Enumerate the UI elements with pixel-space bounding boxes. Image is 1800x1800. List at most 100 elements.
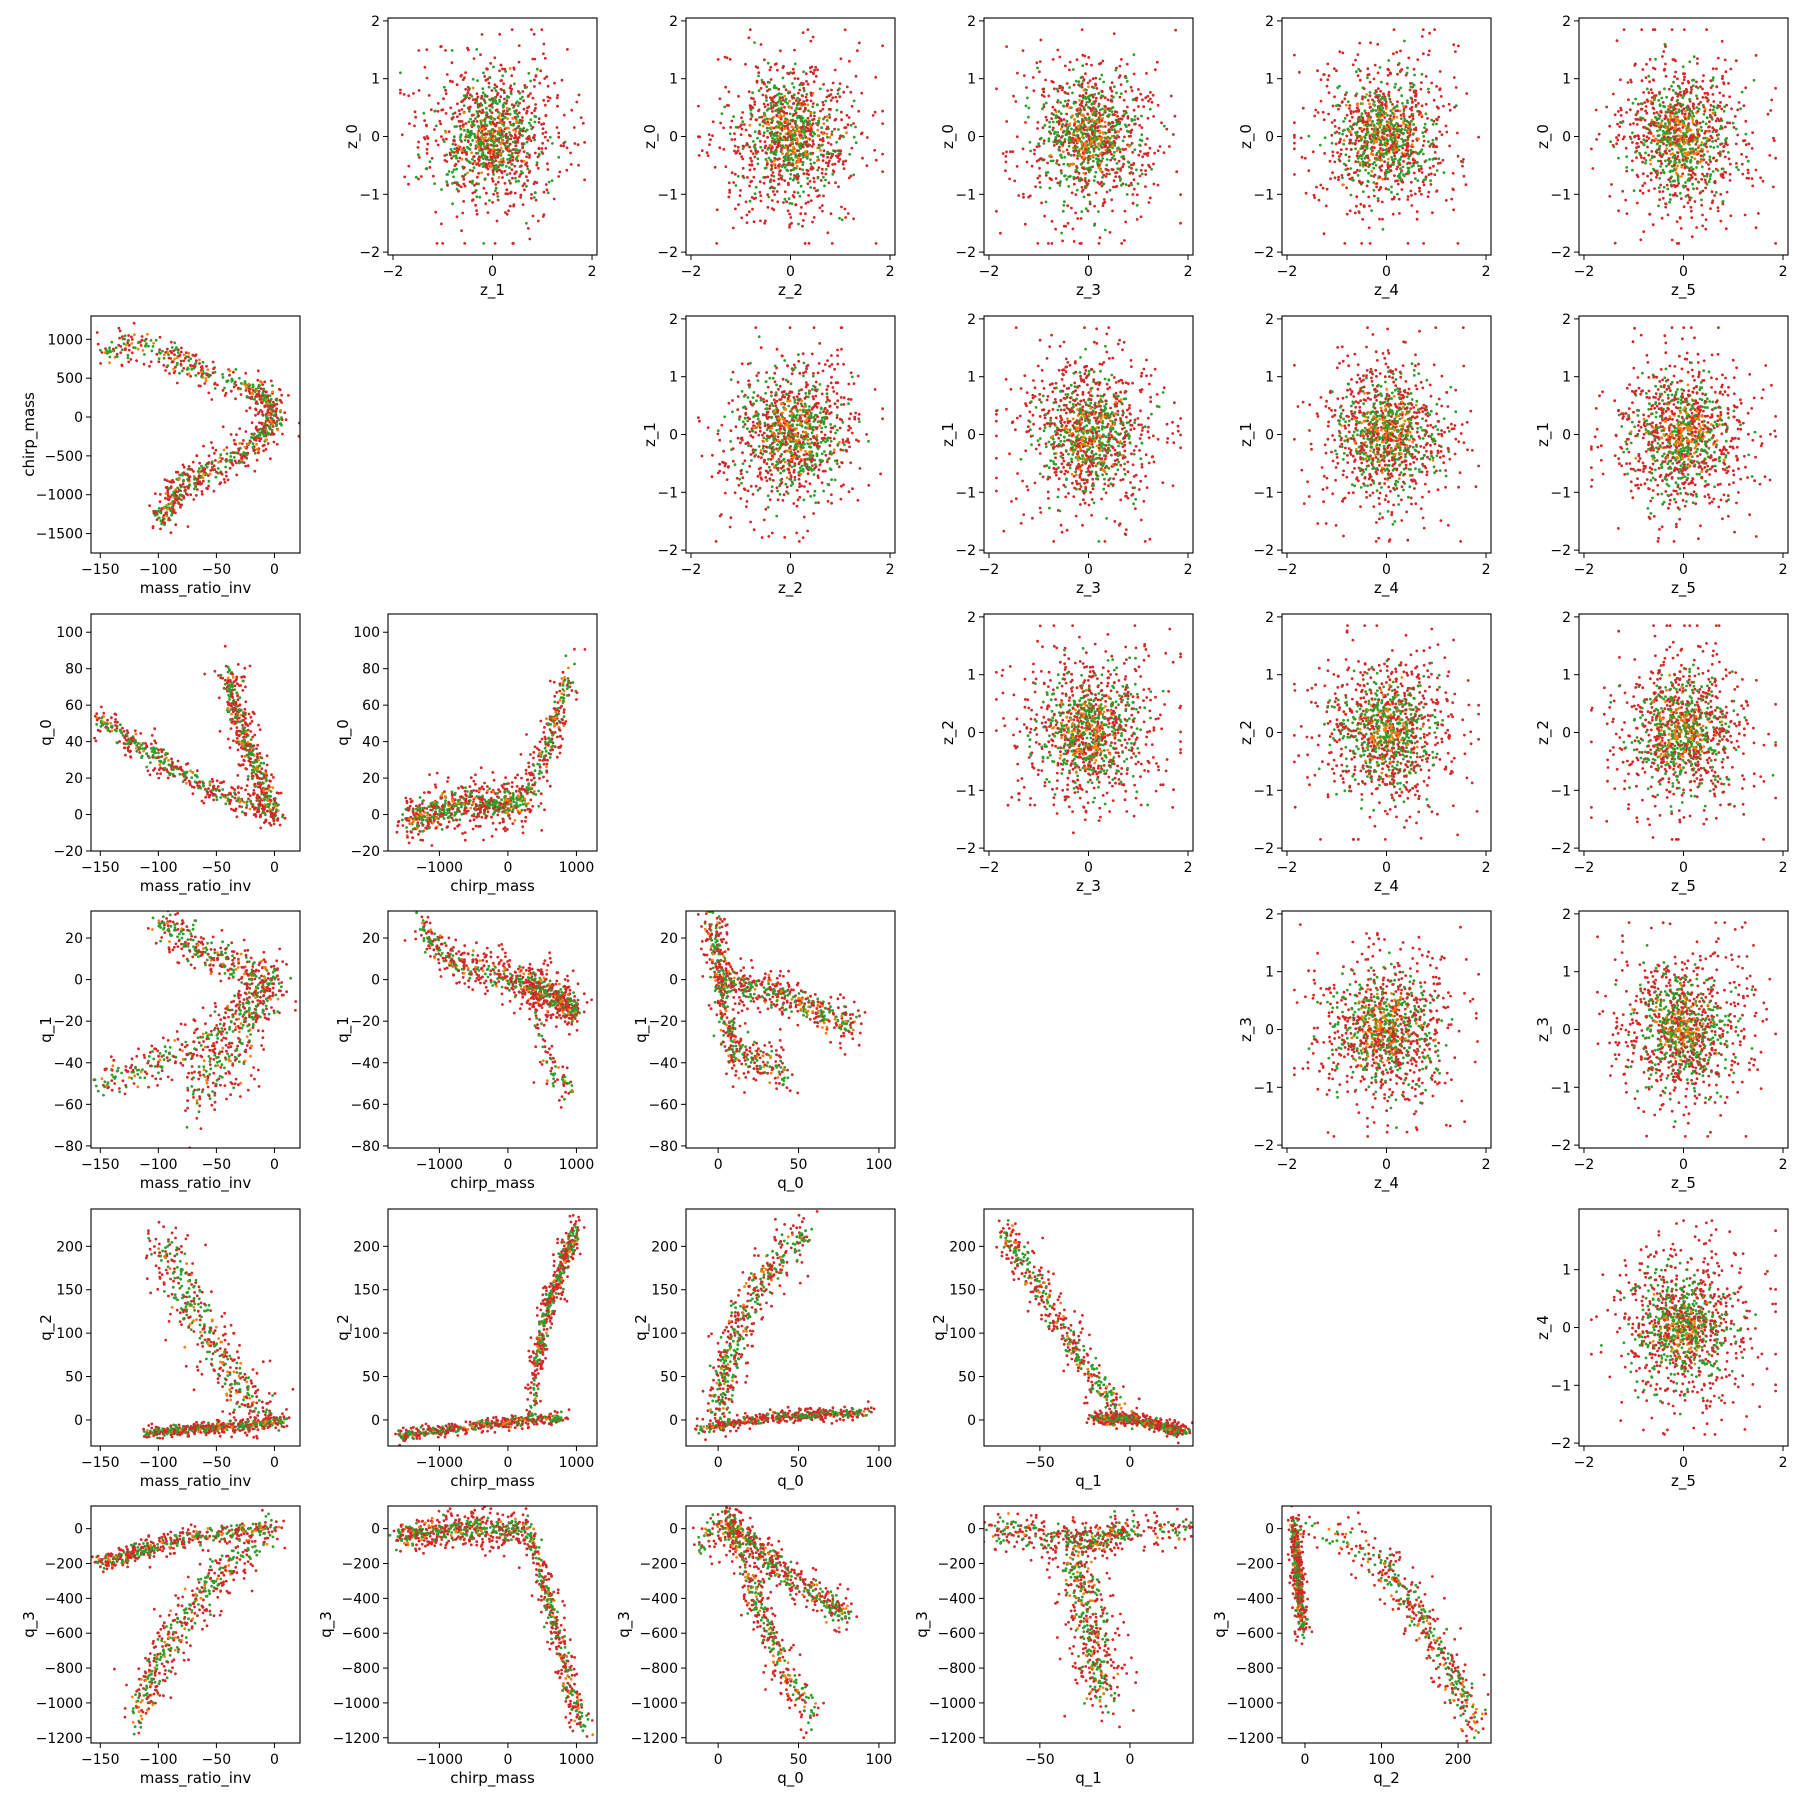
data-point (777, 182, 781, 186)
data-point (1104, 105, 1107, 109)
data-point (1021, 49, 1025, 52)
data-point (1129, 129, 1133, 133)
data-point (1084, 144, 1087, 148)
data-point (765, 108, 769, 112)
data-point (482, 157, 485, 161)
data-point (770, 167, 774, 171)
data-point (834, 117, 838, 121)
data-point (510, 162, 514, 166)
data-point (1141, 98, 1144, 102)
data-point (1404, 123, 1408, 127)
data-point (1066, 163, 1070, 166)
data-point (1766, 112, 1770, 116)
data-point (812, 216, 816, 219)
data-point (850, 104, 854, 108)
data-point (1179, 193, 1182, 197)
data-point (779, 100, 783, 103)
data-point (1043, 214, 1046, 218)
data-point (829, 99, 833, 102)
data-point (1005, 120, 1009, 123)
data-point (1719, 192, 1723, 196)
data-point (403, 175, 407, 179)
data-point (1130, 89, 1134, 93)
data-point (1451, 171, 1455, 175)
data-point (1387, 90, 1391, 94)
data-point (475, 120, 479, 123)
data-point (789, 153, 793, 156)
data-point (1137, 88, 1140, 91)
data-point (483, 75, 487, 78)
data-point (546, 99, 550, 103)
data-point (426, 142, 430, 146)
data-point (1088, 166, 1092, 170)
data-point (1370, 133, 1374, 137)
data-point (748, 104, 752, 107)
data-point (765, 96, 768, 99)
data-point (1427, 53, 1430, 57)
data-point (1099, 124, 1102, 128)
data-point (795, 154, 799, 158)
data-point (1658, 128, 1662, 132)
data-point (809, 132, 812, 136)
data-point (1654, 57, 1657, 61)
data-point (1126, 105, 1129, 109)
data-point (510, 28, 514, 31)
data-point (812, 80, 816, 84)
data-point (498, 121, 501, 124)
data-point (801, 168, 805, 172)
data-point (399, 91, 402, 95)
data-point (557, 131, 561, 135)
data-point (543, 77, 547, 80)
data-point (1643, 101, 1647, 104)
data-point (1146, 116, 1150, 120)
data-point (1744, 86, 1748, 90)
data-point (1442, 171, 1446, 175)
data-point (1421, 144, 1425, 147)
data-point (1117, 135, 1121, 139)
data-point (1392, 142, 1396, 145)
data-point (1339, 137, 1342, 141)
data-point (779, 169, 782, 172)
data-point (497, 114, 501, 118)
data-point (1070, 206, 1073, 210)
data-point (776, 93, 779, 97)
data-point (572, 126, 576, 129)
data-point (745, 143, 748, 147)
data-point (847, 116, 851, 119)
data-point (523, 86, 527, 89)
data-point (1361, 102, 1364, 105)
data-point (1015, 165, 1019, 168)
data-point (488, 149, 492, 152)
data-point (786, 158, 790, 162)
data-point (419, 175, 423, 178)
data-point (545, 75, 549, 79)
data-point (577, 93, 581, 97)
data-point (764, 166, 768, 170)
data-point (1403, 117, 1407, 121)
data-point (759, 145, 763, 149)
data-point (1088, 200, 1092, 204)
data-point (1361, 162, 1365, 166)
data-point (798, 107, 802, 111)
data-point (489, 115, 493, 119)
data-point (784, 88, 788, 92)
data-point (1361, 146, 1364, 150)
data-point (793, 77, 797, 80)
data-point (1076, 119, 1080, 123)
data-point (1111, 144, 1114, 148)
data-point (1105, 163, 1109, 167)
data-point (1706, 150, 1709, 153)
data-point (1027, 115, 1030, 119)
data-point (545, 188, 549, 192)
data-point (505, 136, 508, 140)
data-point (1368, 106, 1372, 109)
data-point (1426, 195, 1430, 199)
data-point (1074, 211, 1077, 215)
data-point (471, 179, 474, 183)
data-point (1078, 127, 1082, 131)
data-point (824, 178, 827, 182)
data-point (1366, 67, 1370, 71)
scatter-points (697, 28, 884, 245)
data-point (573, 142, 577, 145)
